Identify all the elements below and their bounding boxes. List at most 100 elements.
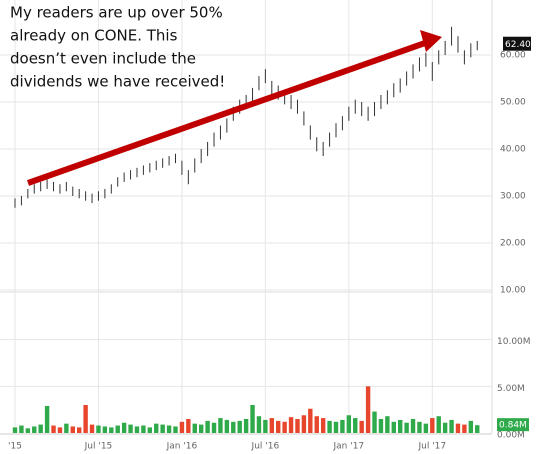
volume-bar: [128, 424, 133, 433]
trend-arrow: [27, 40, 426, 186]
last-volume-label: 0.84M: [499, 421, 527, 431]
volume-bar: [83, 405, 88, 433]
volume-bar: [141, 425, 146, 433]
volume-bar: [353, 418, 358, 433]
volume-bar: [147, 427, 153, 433]
volume-bar: [237, 420, 242, 433]
volume-bar: [385, 416, 390, 433]
volume-bar: [77, 427, 82, 433]
volume-bar: [51, 425, 56, 433]
volume-bar: [320, 418, 326, 433]
annotation: My readers are up over 50% already on CO…: [10, 4, 442, 186]
volume-bar: [455, 423, 461, 433]
volume-bar: [430, 418, 435, 433]
y-tick-label: 60.00: [500, 51, 526, 61]
volume-bar: [301, 415, 307, 433]
volume-bar: [250, 405, 255, 433]
volume-bar: [346, 415, 352, 433]
volume-bar: [186, 419, 191, 433]
volume-bar: [295, 419, 300, 433]
volume-tick-label: 5.00M: [497, 384, 525, 394]
volume-bar: [462, 424, 467, 433]
volume-bar: [269, 418, 274, 433]
volume-bar: [359, 420, 364, 433]
volume-bar: [218, 418, 223, 433]
volume-bar: [12, 427, 18, 433]
arrow-head: [420, 30, 442, 52]
volume-bar: [32, 426, 37, 433]
volume-bar: [243, 419, 249, 433]
volume-bar: [179, 421, 185, 433]
volume-bar: [423, 423, 429, 433]
annotation-line: dividends we have received!: [10, 73, 225, 91]
volume-bar: [365, 386, 371, 433]
x-tick-label: Jan '17: [333, 442, 365, 452]
volume-bar: [64, 423, 69, 433]
x-tick-label: Jul '17: [417, 442, 446, 452]
y-tick-label: 30.00: [500, 192, 526, 202]
volume-bar: [211, 422, 217, 433]
volume-bar: [115, 425, 120, 433]
volume-tick-label: 0.00M: [497, 431, 525, 441]
volume-bar: [121, 422, 127, 433]
last-volume-box: [497, 418, 529, 432]
x-tick-label: '15: [8, 442, 22, 452]
volume-bar: [224, 419, 230, 433]
volume-bar: [89, 424, 95, 433]
volume-bar: [102, 426, 108, 433]
volume-bar: [404, 422, 409, 433]
plot: 10.00 20.00 30.00 40.00 50.00 60.00 0.00M 5.00M…: [0, 0, 531, 452]
volume-bar: [96, 425, 101, 433]
volume-bar: [44, 405, 50, 433]
volume-bar: [198, 424, 204, 433]
volume-bar: [442, 422, 448, 433]
volume-bar: [288, 417, 294, 433]
y-tick-label: 10.00: [500, 286, 526, 296]
volume-bar: [327, 420, 332, 433]
volume-bar: [314, 416, 319, 433]
annotation-line: My readers are up over 50%: [10, 4, 223, 22]
y-tick-label: 40.00: [500, 145, 526, 155]
volume-bar: [160, 424, 165, 433]
volume-bar: [308, 408, 313, 433]
volume-bar: [417, 421, 422, 433]
y-tick-label: 50.00: [500, 98, 526, 108]
volume-bar: [282, 421, 287, 433]
volume-bar: [25, 428, 31, 433]
annotation-line: already on CONE. This: [10, 27, 178, 45]
last-price-box: [503, 36, 531, 51]
volume-bar: [436, 416, 441, 433]
volume-bar: [57, 427, 63, 433]
y-tick-label: 20.00: [500, 239, 526, 249]
volume-tick-label: 10.00M: [497, 337, 531, 347]
volume-bar: [468, 420, 474, 433]
volume-bar: [231, 421, 236, 433]
volume-bar: [475, 425, 480, 433]
volume-bar: [173, 426, 178, 433]
x-tick-label: Jul '16: [251, 442, 280, 452]
volume-bar: [372, 411, 377, 433]
volume-bar: [19, 425, 24, 433]
volume-bar: [449, 419, 454, 433]
x-tick-label: Jul '15: [84, 442, 113, 452]
volume-bar: [410, 419, 416, 433]
annotation-line: doesn’t even include the: [10, 50, 196, 68]
volume-bar: [276, 420, 281, 433]
volume-bar: [192, 423, 197, 433]
volume-bar: [166, 425, 172, 433]
last-price-label: 62.40: [505, 40, 531, 50]
volume-bar: [109, 427, 114, 433]
volume-bar: [70, 426, 75, 433]
volume-bar: [398, 419, 403, 433]
volume-bar: [340, 419, 345, 433]
volume-bar: [256, 416, 262, 433]
volume-bar: [205, 420, 210, 433]
volume-bar: [154, 423, 159, 433]
volume-bar: [134, 426, 140, 433]
volume-bar: [391, 421, 396, 433]
volume-bar: [263, 419, 268, 433]
volume-bar: [333, 421, 339, 433]
volume-bar: [378, 419, 384, 433]
